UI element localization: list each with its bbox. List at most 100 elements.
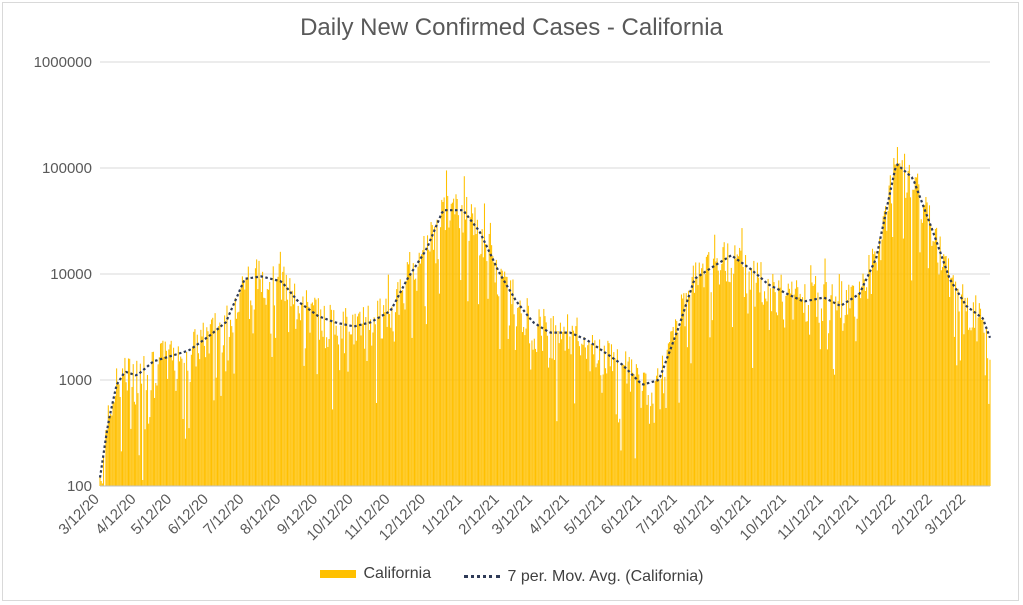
bar — [126, 390, 128, 486]
bar — [415, 278, 417, 486]
bar — [365, 317, 367, 486]
bar — [969, 327, 971, 486]
bar — [755, 282, 757, 486]
bar — [138, 455, 140, 486]
bar — [610, 344, 612, 486]
bar — [457, 215, 459, 486]
bar — [377, 300, 379, 486]
bar — [670, 331, 672, 486]
bar — [136, 360, 138, 486]
bar — [394, 312, 397, 486]
bar — [542, 350, 544, 486]
bar — [116, 368, 118, 486]
bar — [691, 276, 693, 486]
bar — [843, 323, 845, 486]
bar — [864, 290, 866, 486]
bar — [653, 422, 655, 486]
bar — [882, 216, 884, 486]
bar — [791, 281, 793, 486]
bar — [800, 299, 802, 486]
bar — [174, 370, 176, 486]
bar — [735, 258, 737, 486]
bar — [889, 175, 891, 486]
bar — [858, 281, 861, 486]
bar — [538, 309, 540, 486]
bar — [790, 293, 792, 486]
bar — [238, 311, 240, 486]
bar — [553, 359, 556, 486]
bar — [622, 364, 624, 486]
bar — [539, 316, 541, 486]
bar — [321, 330, 323, 486]
bar — [474, 207, 476, 487]
bar — [209, 324, 211, 486]
bar — [943, 254, 945, 486]
bar — [784, 327, 786, 486]
bar — [710, 292, 712, 486]
bar — [279, 251, 281, 486]
bar — [334, 334, 336, 486]
bar — [712, 258, 715, 486]
bar — [918, 184, 920, 486]
bar — [548, 367, 550, 486]
bar — [290, 306, 292, 486]
bar — [879, 238, 881, 486]
bar — [131, 386, 133, 486]
bar — [396, 289, 398, 486]
bar — [939, 236, 941, 486]
bar — [779, 287, 781, 486]
bar — [269, 281, 271, 486]
legend-item-line: 7 per. Mov. Avg. (California) — [463, 568, 703, 586]
bar — [567, 314, 569, 486]
bar — [708, 252, 710, 486]
bar — [278, 263, 280, 486]
bar — [218, 326, 220, 486]
bar — [244, 289, 246, 486]
bar — [822, 320, 824, 486]
bar — [181, 358, 183, 486]
bar — [580, 355, 582, 486]
bar — [520, 313, 522, 486]
bar — [807, 304, 809, 486]
bar — [938, 274, 940, 486]
bar — [781, 301, 783, 486]
bar — [410, 273, 412, 486]
bar — [241, 276, 243, 486]
bar — [593, 354, 595, 486]
bar — [531, 340, 533, 486]
bar — [736, 254, 738, 486]
bar — [386, 326, 388, 486]
bar — [197, 353, 200, 486]
bar — [429, 251, 431, 486]
bar — [563, 326, 565, 486]
bar — [766, 301, 768, 486]
bar — [292, 304, 294, 486]
bar — [329, 304, 331, 486]
bar — [915, 177, 917, 486]
bar — [835, 296, 837, 486]
bar — [667, 343, 669, 486]
bar — [880, 260, 882, 486]
bar — [914, 177, 916, 486]
bar — [609, 366, 611, 486]
bar — [106, 429, 108, 486]
bar — [549, 357, 551, 486]
bar — [271, 356, 273, 486]
bar — [651, 392, 653, 486]
bar — [904, 153, 906, 486]
bar — [373, 317, 375, 486]
bar — [720, 270, 722, 486]
bar — [463, 176, 465, 486]
bar — [112, 402, 114, 486]
bar — [248, 319, 251, 486]
bar — [462, 232, 464, 486]
bar — [518, 306, 520, 486]
bar — [778, 280, 780, 486]
bar — [343, 353, 345, 486]
bar — [682, 298, 684, 486]
bar — [320, 309, 322, 486]
bar — [208, 353, 210, 486]
bar — [445, 170, 448, 487]
y-tick-label: 1000000 — [34, 54, 92, 71]
bar — [123, 375, 125, 486]
